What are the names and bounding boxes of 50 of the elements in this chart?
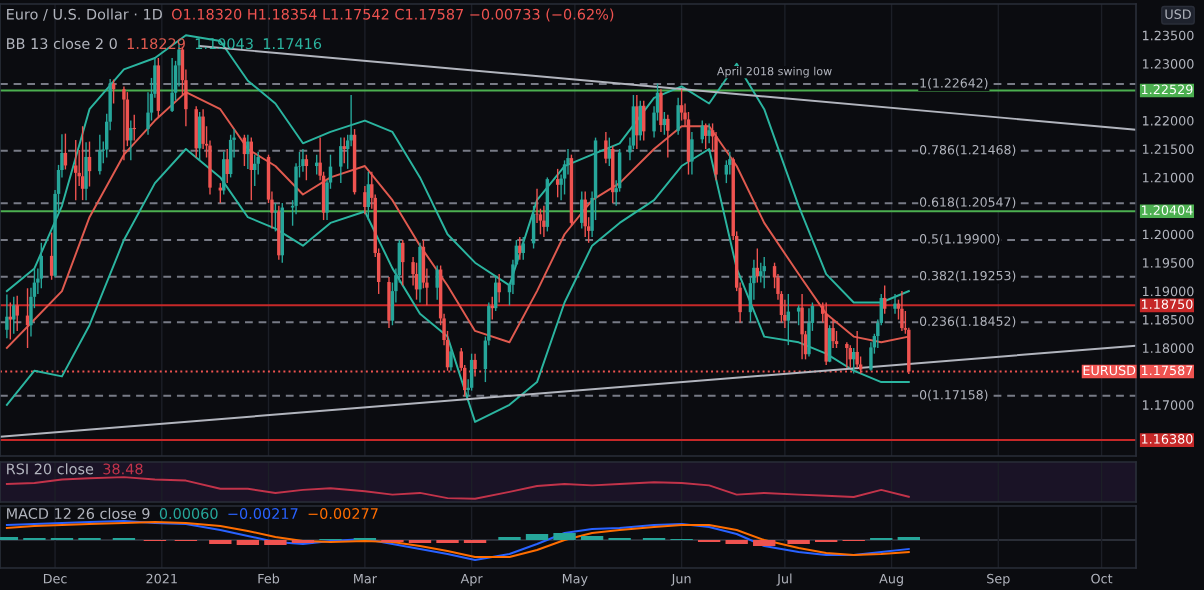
candlestick	[714, 131, 718, 181]
candlestick	[8, 301, 13, 341]
line-series	[5, 148, 910, 423]
candlestick	[521, 236, 525, 261]
candlestick	[824, 301, 828, 366]
candlestick	[5, 293, 9, 340]
candlestick	[80, 125, 85, 201]
candlestick	[900, 290, 904, 332]
candlestick	[363, 185, 367, 216]
candlestick	[679, 88, 684, 122]
candlestick	[170, 57, 174, 113]
candlestick	[84, 141, 88, 201]
candlestick	[449, 347, 453, 372]
candlestick	[129, 119, 133, 162]
candlestick	[690, 131, 694, 176]
candlestick	[583, 190, 587, 238]
candlestick	[418, 242, 422, 304]
candlestick	[342, 136, 346, 164]
candlestick	[800, 293, 804, 361]
candlestick	[635, 94, 639, 150]
candlestick	[74, 139, 78, 201]
candlestick	[869, 341, 873, 372]
candlestick	[659, 88, 663, 133]
candlestick	[15, 294, 19, 332]
candlestick	[387, 276, 391, 329]
candlestick	[707, 122, 711, 144]
candlestick	[12, 296, 16, 335]
candlestick	[762, 256, 766, 289]
candlestick	[194, 105, 198, 159]
candlestick	[225, 148, 229, 184]
candlestick	[201, 108, 205, 150]
candlestick	[98, 134, 102, 176]
candlestick	[783, 298, 787, 329]
candlestick	[304, 153, 309, 181]
candlestick	[676, 97, 680, 136]
candlestick	[518, 236, 522, 261]
candlestick	[497, 273, 501, 304]
candlestick	[893, 293, 897, 315]
candlestick	[246, 134, 250, 170]
candlestick	[542, 205, 546, 238]
candlestick	[122, 85, 126, 162]
candlestick	[277, 205, 281, 261]
candlestick	[301, 148, 305, 173]
candlestick	[555, 168, 560, 199]
candlestick	[339, 136, 343, 184]
candlestick	[435, 264, 439, 301]
candlestick	[728, 151, 732, 176]
candlestick	[724, 159, 729, 184]
candlestick	[607, 136, 612, 167]
candlestick	[807, 307, 811, 358]
